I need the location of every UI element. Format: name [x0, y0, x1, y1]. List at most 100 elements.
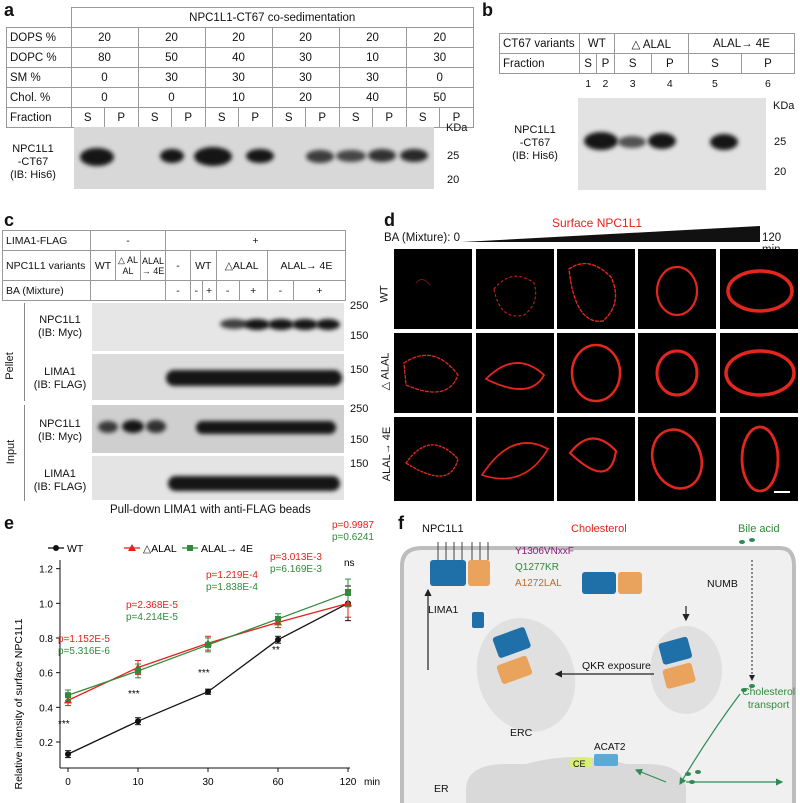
panel-a-title: NPC1L1-CT67 co-sedimentation — [70, 7, 474, 28]
panel-c-blot-pellet-lima1 — [92, 354, 344, 400]
panel-f-label: f — [398, 513, 404, 533]
table-row: Chol. % 0 0 10 20 40 50 — [6, 87, 474, 108]
significance-mark: ns — [344, 558, 355, 569]
x-tick-label: 120 — [340, 777, 357, 788]
annotation-green: p=0.6241 — [332, 532, 374, 543]
legend-marker — [187, 545, 193, 551]
panel-f-chol-transport: Cholesterol transport — [742, 686, 796, 711]
panel-a-blot — [74, 127, 434, 189]
x-tick-label: 60 — [272, 777, 284, 788]
panel-a-condition-table: NPC1L1-CT67 co-sedimentation DOPS % 20 20… — [6, 7, 474, 128]
panel-f-qkr: QKR exposure — [582, 660, 651, 672]
panel-a-kda: KDa — [446, 122, 468, 134]
panel-b-mw-20: 20 — [774, 166, 787, 178]
x-tick-label: 0 — [65, 777, 71, 788]
significance-mark: *** — [198, 668, 210, 679]
panel-d-row-label-wt: WT — [378, 285, 391, 303]
significance-mark: ** — [272, 645, 280, 656]
y-tick-label: 0.6 — [39, 669, 53, 680]
panel-f-ce: CE — [573, 759, 586, 769]
panel-c-blot-pellet-npc1l1 — [92, 303, 344, 351]
panel-c-pellet-label: Pellet — [3, 352, 16, 380]
panel-a-label: a — [4, 0, 15, 20]
panel-c-label: c — [4, 210, 15, 230]
annotation-green: p=1.838E-4 — [206, 582, 258, 593]
panel-f-motif1: Y1306VNxxF — [515, 546, 574, 557]
significance-mark: *** — [58, 719, 70, 730]
panel-d-ba-label: BA (Mixture): 0 — [384, 232, 461, 244]
panel-b-blot — [578, 98, 766, 190]
table-row: SM % 0 30 30 30 30 0 — [6, 67, 474, 88]
panel-d-label: d — [384, 210, 395, 230]
panel-c-condition-table: LIMA1-FLAG - + NPC1L1 variants WT △ AL A… — [2, 230, 347, 320]
panel-d-row-label-4e: ALAL→ 4E — [381, 426, 394, 482]
table-row: DOPS % 20 20 20 20 20 20 — [6, 27, 474, 48]
annotation-red: p=2.368E-5 — [126, 600, 178, 611]
data-point — [65, 692, 71, 699]
data-point — [275, 615, 281, 622]
panel-b-label: b — [482, 0, 493, 20]
panel-e-chart: 0.2 0.4 0.6 0.8 1.0 1.2 0 10 30 60 120 min Relative … — [13, 520, 380, 790]
panel-c-blot4-label: LIMA1 (IB: FLAG) — [33, 468, 87, 493]
panel-c-mw-250a: 250 — [350, 300, 369, 312]
panel-f-numb: NUMB — [707, 578, 738, 590]
panel-c-blot3-label: NPC1L1 (IB: Myc) — [38, 418, 82, 443]
panel-f-npc1l1: NPC1L1 — [422, 523, 464, 535]
data-point — [135, 718, 141, 725]
panel-f-cholesterol: Cholesterol — [571, 523, 627, 535]
x-tick-label: 30 — [202, 777, 214, 788]
panel-c-blot2-label: LIMA1 (IB: FLAG) — [33, 366, 87, 391]
y-tick-label: 1.0 — [39, 599, 53, 610]
y-tick-label: 0.4 — [39, 703, 53, 714]
panel-f-motif2: Q1277KR — [515, 562, 559, 573]
panel-b-condition-table: CT67 variants WT △ ALAL ALAL→ 4E Fraction … — [499, 33, 796, 93]
significance-mark: *** — [128, 689, 140, 700]
panel-c-blot1-label: NPC1L1 (IB: Myc) — [38, 314, 82, 339]
panel-c-input-label: Input — [5, 439, 18, 465]
legend-label: WT — [67, 543, 84, 555]
table-row: DOPC % 80 50 40 30 10 30 — [6, 47, 474, 68]
annotation-red: p=3.013E-3 — [270, 552, 322, 563]
panel-c-caption: Pull-down LIMA1 with anti-FLAG beads — [110, 504, 311, 516]
panel-c-mw-150c: 150 — [350, 434, 369, 446]
data-point — [135, 667, 141, 674]
panel-b-kda: KDa — [773, 100, 795, 112]
panel-d-image-grid — [394, 249, 798, 501]
data-point — [205, 688, 211, 695]
y-tick-label: 0.2 — [39, 738, 53, 749]
x-tick-label: 10 — [132, 777, 144, 788]
npc1l1-protein-icon — [582, 572, 642, 594]
panel-f-acat2: ACAT2 — [594, 742, 626, 753]
panel-c-blot-input-npc1l1 — [92, 405, 344, 453]
acat2-icon — [594, 754, 618, 766]
y-axis-label: Relative intensity of surface NPC1L1 — [13, 618, 25, 789]
annotation-red: p=0.9987 — [332, 520, 374, 531]
data-point — [65, 751, 71, 758]
panel-a-mw-20: 20 — [447, 174, 460, 186]
legend-label: △ALAL — [143, 543, 177, 555]
panel-f-bile-acid: Bile acid — [738, 523, 780, 535]
panel-d-gradient-wedge — [462, 226, 760, 242]
panel-f-schematic — [400, 538, 796, 803]
data-point — [345, 589, 351, 596]
panel-f-motif3: A1272LAL — [515, 578, 562, 589]
panel-a-mw-25: 25 — [447, 150, 460, 162]
panel-c-mw-150a: 150 — [350, 330, 369, 342]
data-point — [205, 641, 211, 648]
panel-b-blot-label: NPC1L1 -CT67 (IB: His6) — [512, 124, 558, 162]
panel-b-mw-25: 25 — [774, 136, 787, 148]
panel-f-er: ER — [434, 783, 449, 795]
x-axis-unit: min — [364, 777, 380, 788]
legend-marker — [53, 545, 59, 551]
panel-c-mw-150d: 150 — [350, 458, 369, 470]
npc1l1-protein-icon — [492, 627, 533, 684]
annotation-green: p=6.169E-3 — [270, 564, 322, 575]
lima1-icon — [472, 612, 484, 628]
y-tick-label: 0.8 — [39, 634, 53, 645]
annotation-green: p=4.214E-5 — [126, 612, 178, 623]
annotation-red: p=1.152E-5 — [58, 634, 110, 645]
panel-d-row-label-dalal: △ ALAL — [379, 352, 392, 391]
panel-e-label: e — [4, 513, 15, 533]
npc1l1-protein-icon — [658, 636, 696, 689]
